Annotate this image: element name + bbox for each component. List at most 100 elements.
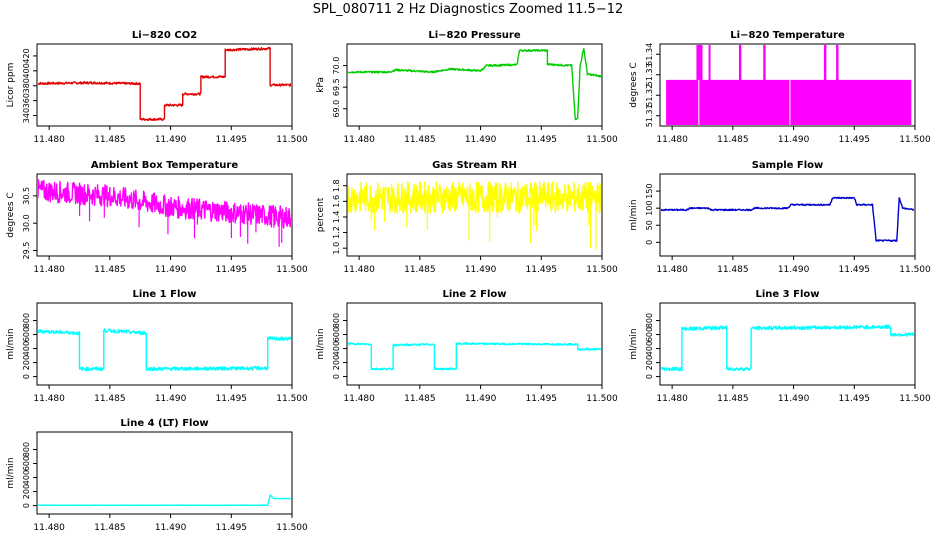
- y-tick-label: 600: [22, 327, 31, 342]
- plot-frame: [36, 431, 293, 515]
- y-tick-label: 400: [22, 341, 31, 356]
- y-axis-label: percent: [316, 197, 326, 232]
- y-tick-label: 600: [22, 456, 31, 471]
- plot-frame: [659, 173, 916, 257]
- y-tick-label: 0: [22, 374, 31, 379]
- x-tick-label: 11.485: [94, 394, 126, 404]
- y-tick-label: 400: [645, 341, 654, 356]
- x-tick-label: 11.480: [656, 135, 688, 145]
- x-tick-label: 11.495: [216, 265, 248, 275]
- temperature-spike: [836, 45, 839, 125]
- y-tick-label: 29.5: [22, 242, 31, 260]
- y-tick-label: 380: [22, 78, 31, 93]
- x-tick-label: 11.490: [778, 135, 810, 145]
- y-axis-label: ml/min: [316, 328, 326, 359]
- y-tick-label: 69.0: [332, 100, 341, 118]
- plot-frame: [36, 43, 293, 127]
- x-tick-label: 11.485: [717, 394, 749, 404]
- y-tick-label: 50: [645, 220, 654, 230]
- x-tick-label: 11.500: [276, 523, 308, 533]
- x-tick-label: 11.480: [343, 135, 375, 145]
- x-tick-label: 11.485: [404, 265, 436, 275]
- panel-title: Li−820 Temperature: [730, 30, 845, 41]
- x-tick-label: 11.490: [155, 523, 187, 533]
- y-tick-label: 1.6: [332, 195, 341, 208]
- x-tick-label: 11.495: [526, 135, 558, 145]
- x-tick-label: 11.485: [94, 135, 126, 145]
- y-tick-label: 51.34: [645, 43, 654, 66]
- x-tick-label: 11.485: [404, 135, 436, 145]
- y-axis-label: ml/min: [629, 199, 639, 230]
- x-tick-label: 11.500: [276, 265, 308, 275]
- panel-title: Line 4 (LT) Flow: [120, 418, 208, 429]
- x-tick-label: 11.490: [778, 265, 810, 275]
- series-line: [38, 179, 291, 229]
- series-line: [38, 494, 291, 507]
- series-line: [348, 342, 601, 371]
- y-tick-label: 0: [645, 240, 654, 245]
- x-tick-label: 11.490: [465, 265, 497, 275]
- y-tick-label: 1.0: [332, 242, 341, 255]
- y-tick-label: 30.5: [22, 187, 31, 205]
- x-tick-label: 11.485: [717, 135, 749, 145]
- y-tick-label: 30.0: [22, 214, 31, 232]
- x-tick-label: 11.500: [586, 394, 618, 404]
- panel-title: Line 1 Flow: [133, 289, 197, 300]
- x-tick-label: 11.495: [839, 135, 871, 145]
- y-tick-label: 340: [22, 108, 31, 123]
- y-tick-label: 400: [22, 470, 31, 485]
- plot-frame: [346, 173, 603, 257]
- x-tick-label: 11.495: [839, 394, 871, 404]
- x-tick-label: 11.495: [216, 135, 248, 145]
- y-tick-label: 51.33: [645, 63, 654, 86]
- y-tick-label: 69.5: [332, 78, 341, 96]
- series-line: [348, 181, 601, 214]
- y-tick-label: 1.2: [332, 226, 341, 239]
- y-tick-label: 200: [645, 355, 654, 370]
- x-tick-label: 11.485: [717, 265, 749, 275]
- x-tick-label: 11.500: [586, 265, 618, 275]
- x-tick-label: 11.480: [656, 265, 688, 275]
- x-tick-label: 11.490: [155, 135, 187, 145]
- x-tick-label: 11.485: [94, 523, 126, 533]
- y-axis-label: ml/min: [629, 328, 639, 359]
- temperature-spike: [823, 45, 827, 125]
- x-tick-label: 11.480: [33, 135, 65, 145]
- x-tick-label: 11.500: [899, 394, 931, 404]
- plot-frame: [659, 43, 916, 127]
- x-tick-label: 11.495: [216, 523, 248, 533]
- temperature-spike: [696, 45, 703, 125]
- y-axis-label: degrees C: [6, 192, 16, 237]
- temperature-spike: [708, 45, 711, 125]
- y-tick-label: 200: [22, 484, 31, 499]
- panel-title: Li−820 CO2: [132, 30, 197, 41]
- y-tick-label: 420: [22, 48, 31, 63]
- y-axis-label: kPa: [316, 77, 326, 93]
- x-tick-label: 11.490: [778, 394, 810, 404]
- y-axis-label: ml/min: [6, 328, 16, 359]
- x-tick-label: 11.480: [33, 394, 65, 404]
- x-tick-label: 11.495: [216, 394, 248, 404]
- x-tick-label: 11.480: [656, 394, 688, 404]
- y-axis-label: ml/min: [6, 457, 16, 488]
- x-tick-label: 11.500: [899, 135, 931, 145]
- y-tick-label: 100: [645, 201, 654, 216]
- temperature-fill: [666, 79, 912, 125]
- x-tick-label: 11.500: [276, 135, 308, 145]
- y-tick-label: 800: [22, 442, 31, 457]
- temperature-spike: [763, 45, 766, 125]
- series-line: [661, 196, 914, 242]
- x-tick-label: 11.490: [465, 135, 497, 145]
- plot-frame: [36, 302, 293, 386]
- temperature-spike: [738, 45, 742, 125]
- y-tick-label: 800: [22, 313, 31, 328]
- y-axis-label: degrees C: [629, 62, 639, 107]
- series-line: [348, 47, 601, 121]
- y-tick-label: 1.4: [332, 211, 341, 224]
- plot-frame: [36, 173, 293, 257]
- panel-title: Ambient Box Temperature: [91, 160, 238, 171]
- y-tick-label: 400: [332, 341, 341, 356]
- x-tick-label: 11.490: [155, 394, 187, 404]
- y-tick-label: 51.31: [645, 104, 654, 127]
